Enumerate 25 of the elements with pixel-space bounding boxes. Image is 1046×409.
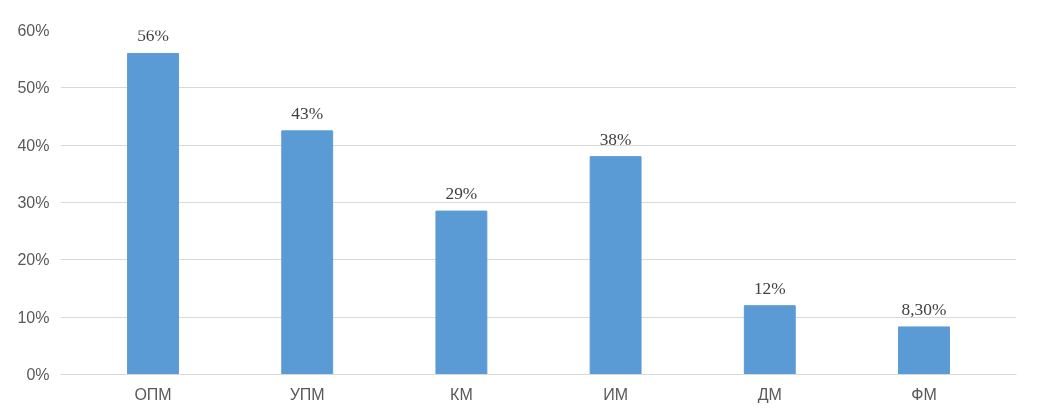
data-label: 38% <box>599 129 632 149</box>
x-tick-label: ИМ <box>603 385 629 403</box>
bar <box>127 52 179 375</box>
x-tick-label: ФМ <box>911 385 937 403</box>
x-tick-label: ОПМ <box>134 385 172 403</box>
x-tick-label: ДМ <box>757 385 782 403</box>
y-tick-label: 30% <box>17 194 50 211</box>
y-tick-label: 0% <box>26 366 50 383</box>
data-label: 8,30% <box>901 299 947 319</box>
data-label: 43% <box>291 103 324 123</box>
x-tick-label: УПМ <box>289 385 325 403</box>
bar <box>589 156 642 375</box>
y-tick-label: 10% <box>17 308 50 326</box>
y-tick-label: 50% <box>17 79 50 97</box>
data-label: 56% <box>137 26 169 46</box>
bar <box>435 210 488 375</box>
bar <box>743 305 796 375</box>
data-label: 12% <box>753 278 786 298</box>
x-tick-label: КМ <box>450 385 473 403</box>
y-tick-label: 40% <box>17 136 50 154</box>
y-tick-label: 20% <box>17 251 50 269</box>
data-label: 29% <box>445 184 478 204</box>
y-tick-label: 60% <box>17 22 50 39</box>
bar <box>898 326 950 375</box>
bar <box>281 130 334 375</box>
